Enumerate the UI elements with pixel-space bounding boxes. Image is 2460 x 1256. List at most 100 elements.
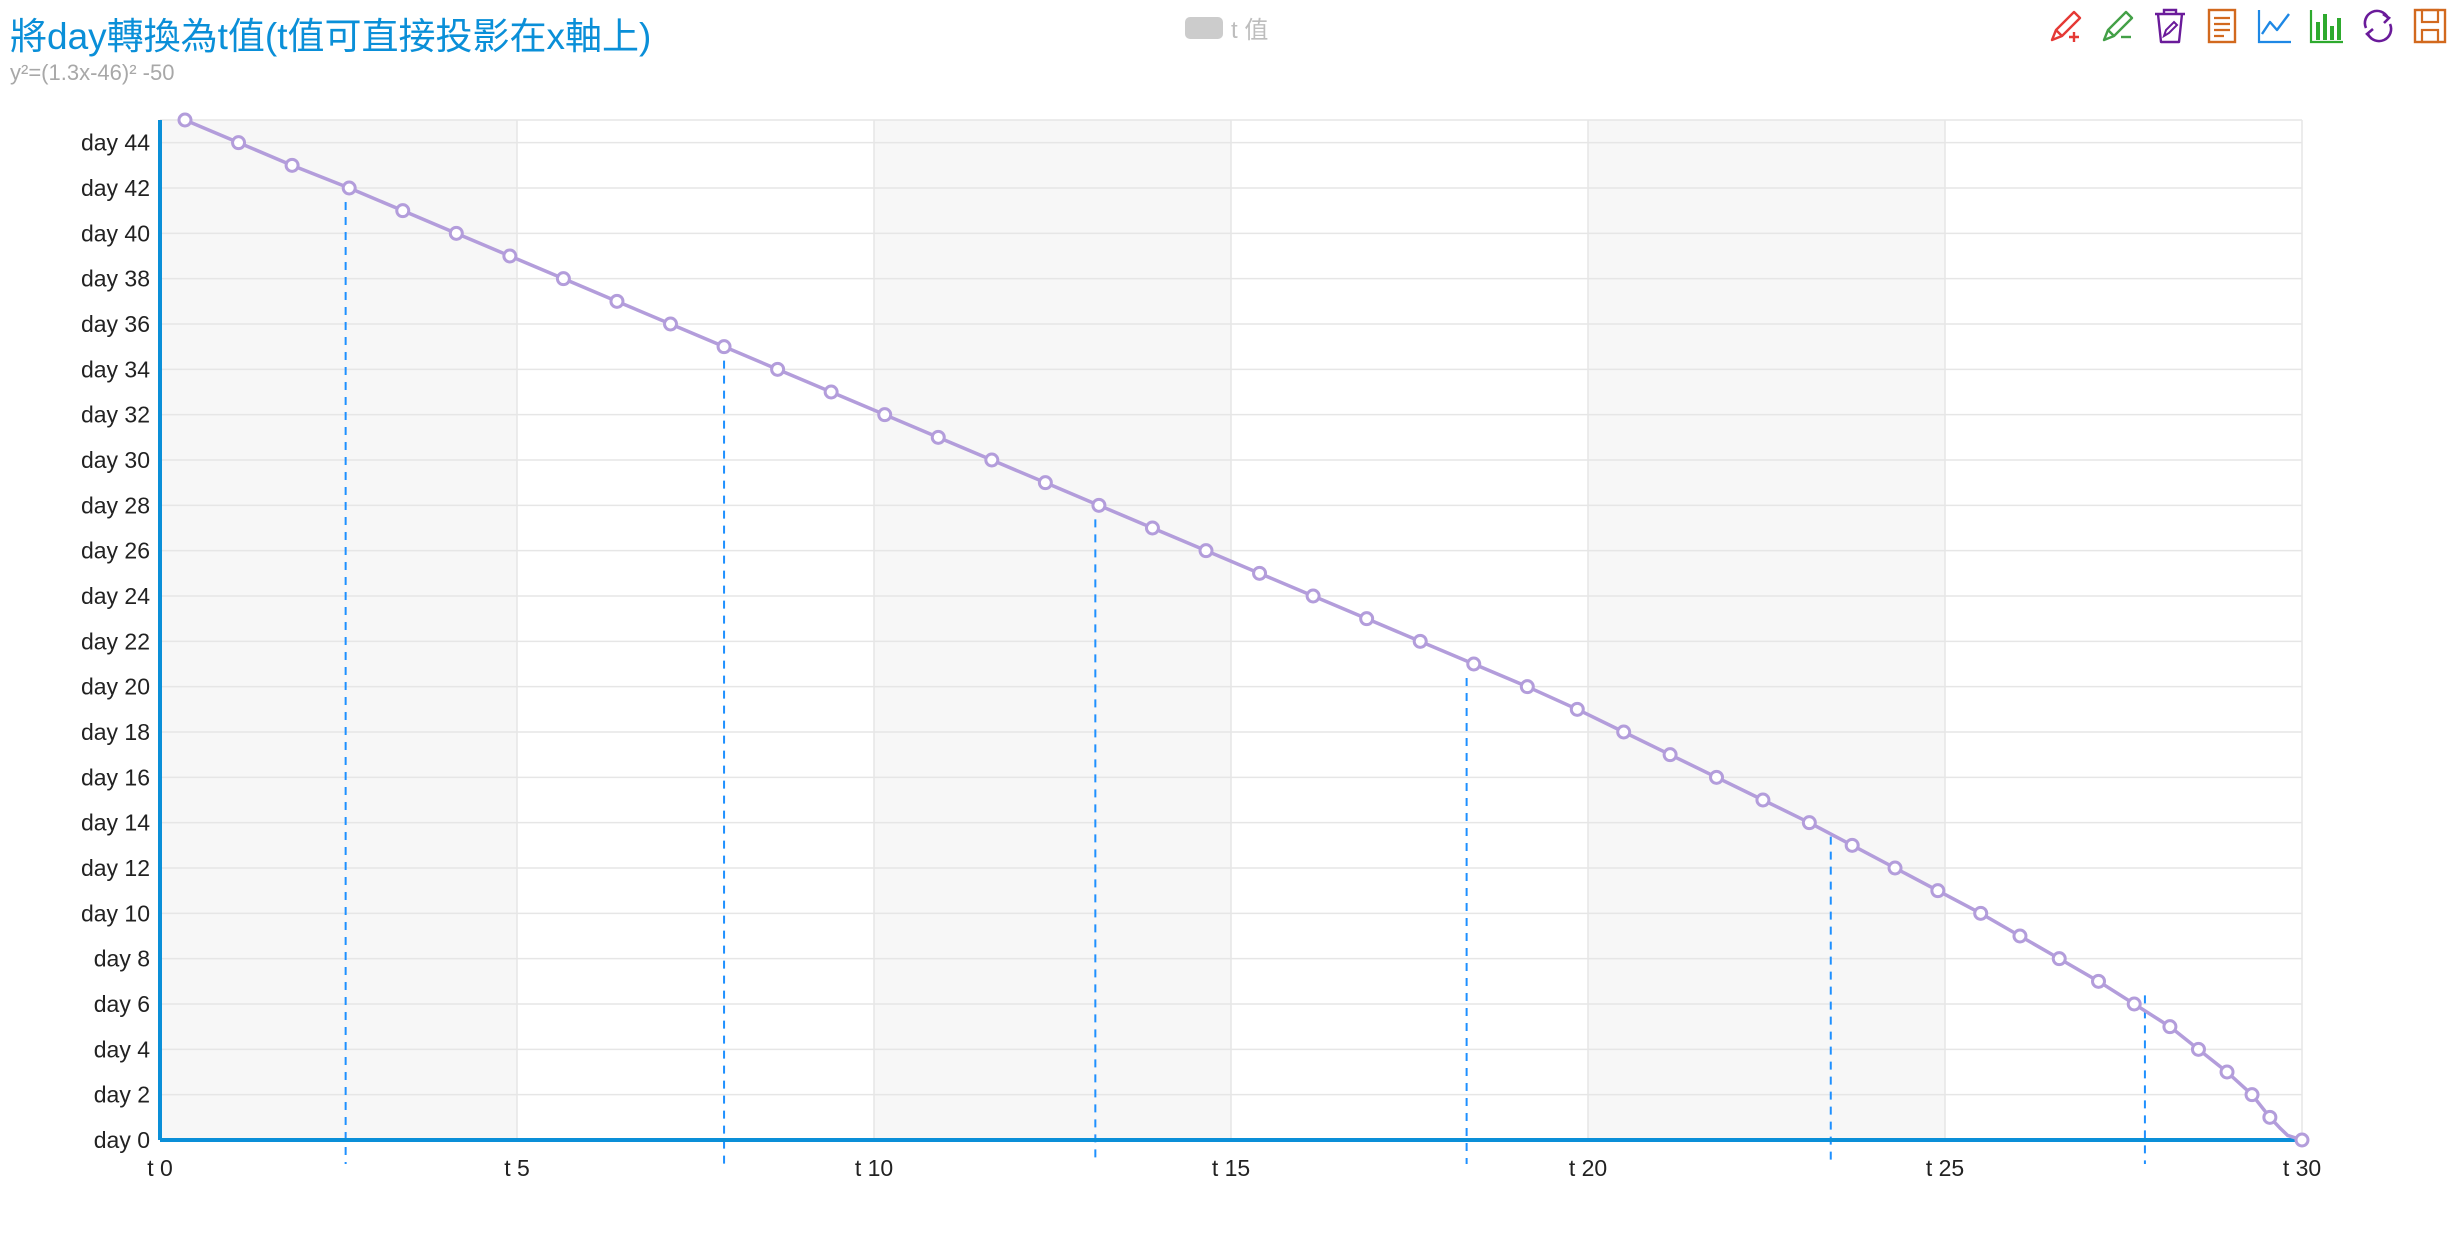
split-area-band: [160, 120, 517, 1140]
data-point[interactable]: [2126, 996, 2142, 1012]
restore-button[interactable]: [2358, 6, 2398, 46]
data-point[interactable]: [1844, 837, 1860, 853]
data-point[interactable]: [1709, 769, 1725, 785]
data-point[interactable]: [177, 112, 193, 128]
line-chart-button[interactable]: [2254, 6, 2294, 46]
data-point[interactable]: [2294, 1132, 2310, 1148]
mark-undo-icon: [2102, 10, 2134, 42]
data-point[interactable]: [2091, 973, 2107, 989]
y-tick-label: day 20: [81, 674, 150, 700]
data-point[interactable]: [284, 157, 300, 173]
data-point[interactable]: [231, 135, 247, 151]
data-point[interactable]: [1037, 475, 1053, 491]
data-point[interactable]: [1569, 701, 1585, 717]
bar-chart-icon: [2309, 10, 2343, 44]
data-point[interactable]: [609, 293, 625, 309]
data-view-button[interactable]: [2202, 6, 2242, 46]
data-point[interactable]: [1662, 747, 1678, 763]
y-tick-label: day 22: [81, 628, 150, 654]
x-tick-label: t 0: [147, 1155, 173, 1181]
legend-swatch: [1185, 16, 1223, 39]
data-point[interactable]: [502, 248, 518, 264]
x-tick-label: t 25: [1926, 1155, 1964, 1181]
split-area-band: [517, 120, 874, 1140]
save-image-button[interactable]: [2410, 6, 2450, 46]
data-point[interactable]: [1519, 679, 1535, 695]
data-point[interactable]: [1616, 724, 1632, 740]
y-tick-label: day 10: [81, 900, 150, 926]
y-tick-label: day 2: [94, 1082, 150, 1108]
legend-item[interactable]: t 值: [1185, 10, 1268, 45]
mark-tool-button[interactable]: [2046, 6, 2086, 46]
data-point[interactable]: [2219, 1064, 2235, 1080]
data-point[interactable]: [770, 361, 786, 377]
mark-clear-icon: [2155, 8, 2185, 44]
data-point[interactable]: [341, 180, 357, 196]
y-tick-label: day 38: [81, 266, 150, 292]
data-point[interactable]: [2244, 1087, 2260, 1103]
data-point[interactable]: [1930, 883, 1946, 899]
data-point[interactable]: [1755, 792, 1771, 808]
y-tick-label: day 36: [81, 311, 150, 337]
x-tick-label: t 5: [504, 1155, 530, 1181]
data-point[interactable]: [395, 203, 411, 219]
y-tick-label: day 40: [81, 220, 150, 246]
data-point[interactable]: [1144, 520, 1160, 536]
y-tick-label: day 16: [81, 764, 150, 790]
data-point[interactable]: [984, 452, 1000, 468]
data-point[interactable]: [1305, 588, 1321, 604]
data-point[interactable]: [1412, 633, 1428, 649]
data-point[interactable]: [2262, 1109, 2278, 1125]
chart-subtitle: y²=(1.3x-46)² -50: [10, 60, 175, 85]
data-point[interactable]: [823, 384, 839, 400]
data-point[interactable]: [1198, 543, 1214, 559]
mark-undo-button[interactable]: [2098, 6, 2138, 46]
data-point[interactable]: [2190, 1041, 2206, 1057]
y-tick-label: day 0: [94, 1127, 150, 1153]
bar-chart-button[interactable]: [2306, 6, 2346, 46]
y-tick-label: day 8: [94, 946, 150, 972]
y-tick-label: day 24: [81, 583, 150, 609]
data-point[interactable]: [1801, 815, 1817, 831]
data-point[interactable]: [2012, 928, 2028, 944]
x-tick-label: t 10: [855, 1155, 893, 1181]
data-point[interactable]: [1359, 611, 1375, 627]
data-point[interactable]: [716, 339, 732, 355]
y-tick-label: day 34: [81, 356, 150, 382]
split-area-band: [874, 120, 1231, 1140]
y-tick-label: day 6: [94, 991, 150, 1017]
y-tick-label: day 4: [94, 1036, 150, 1062]
data-point[interactable]: [1091, 497, 1107, 513]
data-point[interactable]: [1466, 656, 1482, 672]
y-tick-label: day 32: [81, 402, 150, 428]
y-tick-label: day 14: [81, 810, 150, 836]
y-tick-label: day 44: [81, 130, 150, 156]
restore-icon: [2363, 9, 2393, 43]
data-point[interactable]: [930, 429, 946, 445]
legend-label: t 值: [1231, 17, 1269, 44]
y-tick-label: day 12: [81, 855, 150, 881]
x-tick-label: t 15: [1212, 1155, 1250, 1181]
x-tick-label: t 30: [2283, 1155, 2321, 1181]
mark-icon: [2050, 10, 2082, 42]
data-point[interactable]: [555, 271, 571, 287]
data-point[interactable]: [2162, 1019, 2178, 1035]
data-point[interactable]: [1887, 860, 1903, 876]
save-image-icon: [2413, 8, 2447, 44]
toolbox: [2046, 6, 2450, 46]
data-point[interactable]: [448, 225, 464, 241]
split-area-band: [1231, 120, 1588, 1140]
chart-title: 將day轉換為t值(t值可直接投影在x軸上): [10, 16, 652, 57]
y-tick-label: day 28: [81, 492, 150, 518]
data-point[interactable]: [1973, 905, 1989, 921]
data-point[interactable]: [663, 316, 679, 332]
mark-clear-button[interactable]: [2150, 6, 2190, 46]
data-point[interactable]: [1252, 565, 1268, 581]
split-area-band: [1945, 120, 2302, 1140]
split-area-band: [1588, 120, 1945, 1140]
data-point[interactable]: [877, 407, 893, 423]
data-point[interactable]: [2051, 951, 2067, 967]
y-tick-label: day 26: [81, 538, 150, 564]
y-tick-label: day 30: [81, 447, 150, 473]
